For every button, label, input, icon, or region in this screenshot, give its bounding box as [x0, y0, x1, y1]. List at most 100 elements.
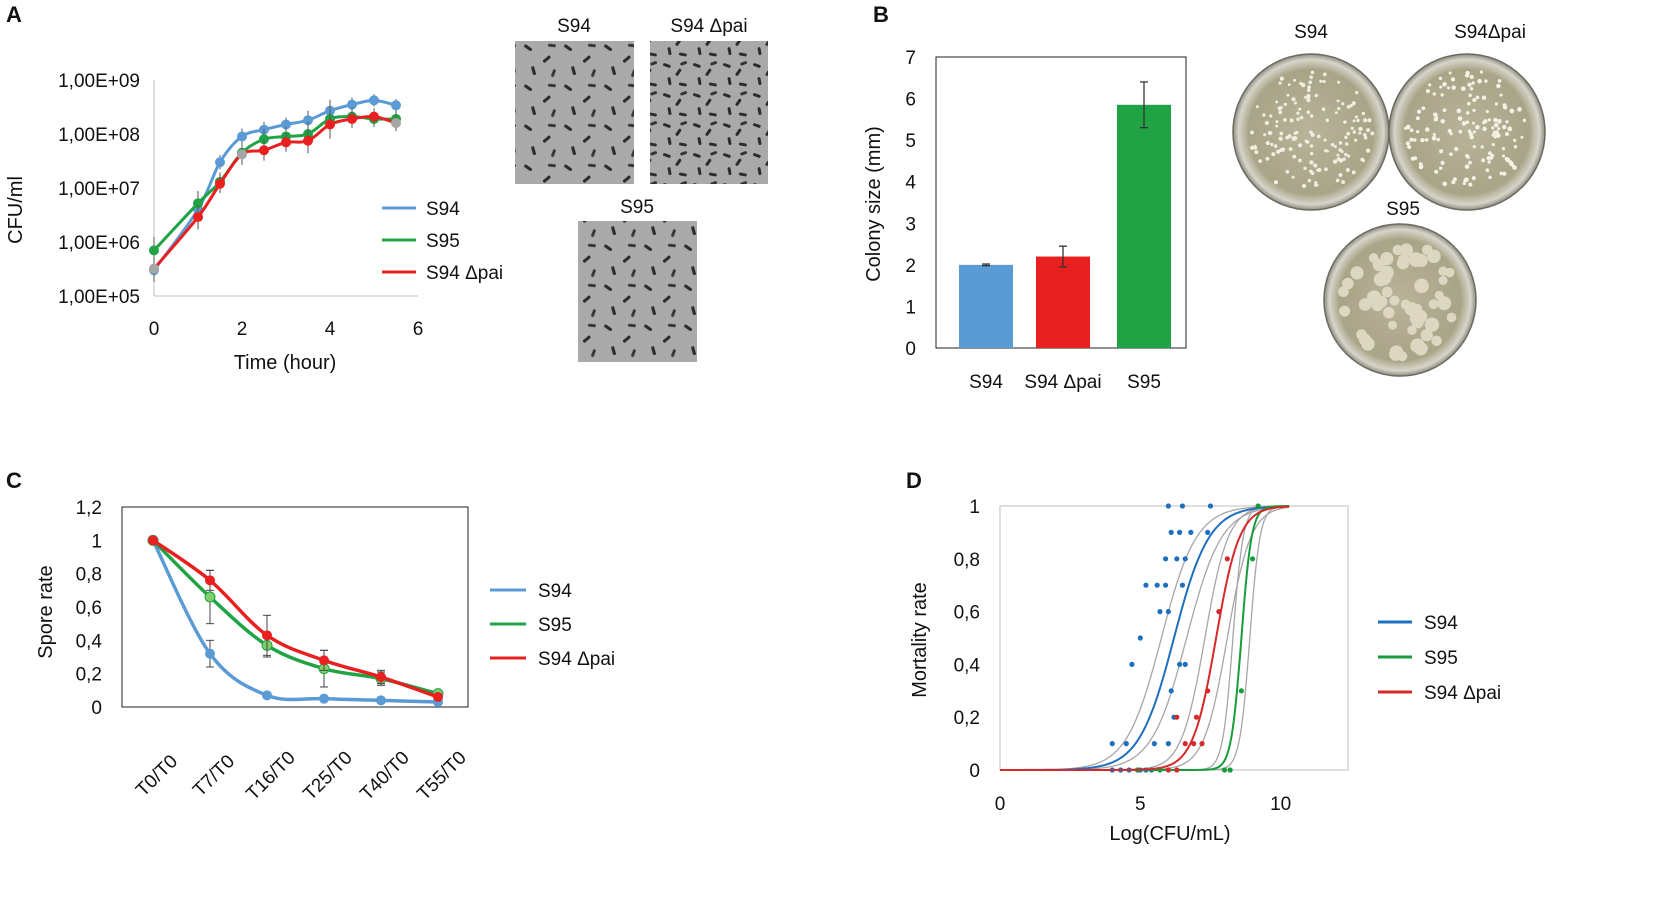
colony-dot — [1359, 127, 1363, 131]
colony-dot — [1454, 146, 1459, 152]
data-point-s94-dpai — [303, 135, 313, 146]
data-point-s94 — [1205, 529, 1211, 536]
colony-dot — [1335, 178, 1340, 183]
y-tick-label: 0,2 — [76, 665, 102, 686]
colony-dot — [1397, 254, 1410, 267]
data-point-s94-dpai — [391, 117, 401, 128]
series-line-s94-dpai — [152, 114, 397, 270]
y-tick-label: 0,8 — [954, 550, 980, 571]
colony-dot — [1491, 126, 1495, 130]
data-point-s94 — [369, 95, 379, 106]
data-point-s94-dpai — [1191, 741, 1197, 747]
colony-dot — [1306, 110, 1311, 115]
colony-dot — [1306, 97, 1311, 103]
colony-dot — [1293, 78, 1296, 82]
data-point-s94-dpai — [1224, 556, 1230, 562]
category-label: S94 Δpai — [1024, 372, 1101, 393]
data-point-s94 — [1162, 556, 1169, 562]
colony-dot — [1469, 74, 1474, 80]
y-tick-label: 0,2 — [954, 708, 980, 729]
colony-dot — [1279, 106, 1283, 109]
colony-dot — [1472, 108, 1476, 113]
colony-dot — [1502, 105, 1508, 110]
colony-dot — [1436, 137, 1440, 142]
colony-dot — [1273, 144, 1278, 148]
colony-dot — [1264, 120, 1270, 126]
y-tick-label: 0,6 — [954, 603, 980, 624]
data-point-s94-dpai — [1174, 767, 1180, 773]
data-point-s95 — [193, 198, 203, 209]
x-tick-label: T16/T0 — [242, 747, 299, 804]
panel-letter-d: D — [906, 468, 922, 493]
colony-dot — [1462, 181, 1466, 186]
data-point-s94-dpai — [205, 575, 215, 586]
colony-dot — [1487, 151, 1492, 156]
bar-s95 — [1117, 104, 1171, 348]
colony-dot — [1413, 138, 1417, 142]
x-tick-label: T0/T0 — [132, 751, 182, 801]
colony-dot — [1361, 111, 1366, 116]
colony-dot — [1472, 97, 1477, 103]
y-tick-label: 1,00E+06 — [58, 233, 140, 254]
confidence-band-s95 — [1070, 505, 1290, 771]
panel-letter-a: A — [6, 2, 22, 27]
y-tick-label: 1 — [91, 531, 102, 552]
colony-dot — [1367, 118, 1372, 123]
data-point-s94-dpai — [376, 672, 386, 682]
colony-dot — [1309, 114, 1314, 118]
colony-dot — [1487, 118, 1491, 122]
colony-dot — [1437, 296, 1452, 311]
colony-dot — [1418, 164, 1423, 170]
confidence-band-s94 — [1070, 506, 1290, 771]
colony-dot — [1322, 79, 1326, 84]
data-point-s94 — [1137, 635, 1143, 641]
colony-dot — [1475, 125, 1480, 130]
colony-dot — [1358, 131, 1362, 135]
colony-dot — [1425, 89, 1430, 94]
colony-dot — [1407, 325, 1417, 335]
colony-dot — [1283, 117, 1287, 122]
colony-dot — [1431, 135, 1437, 141]
colony-dot — [1315, 183, 1319, 187]
y-tick-label: 1,00E+09 — [58, 71, 140, 92]
colony-dot — [1291, 175, 1295, 179]
data-point-s94-dpai — [148, 535, 158, 546]
colony-dot — [1424, 317, 1440, 332]
colony-dot — [1255, 105, 1259, 109]
plate-label-s95: S95 — [1386, 199, 1420, 220]
colony-dot — [1442, 108, 1447, 113]
colony-dot — [1263, 133, 1267, 137]
colony-dot — [1338, 141, 1343, 145]
colony-dot — [1512, 165, 1517, 170]
colony-dot — [1283, 102, 1287, 107]
colony-dot — [1345, 167, 1350, 173]
colony-dot — [1291, 97, 1296, 102]
data-point-s94 — [391, 100, 401, 111]
colony-dot — [1496, 83, 1501, 89]
colony-dot — [1337, 80, 1341, 84]
colony-dot — [1275, 124, 1279, 128]
confidence-band-s95 — [1070, 505, 1290, 771]
spore-rate-chart: 00,20,40,60,811,2T0/T0 T7/T0 T16/T0 T25/T0 T… — [35, 498, 615, 805]
colony-dot — [1365, 148, 1371, 153]
plot-frame — [121, 506, 469, 708]
data-point-s94 — [1129, 661, 1135, 668]
y-tick-label: 5 — [905, 131, 916, 152]
colony-dot — [1484, 79, 1488, 83]
colony-dot — [1472, 130, 1476, 134]
colony-dot — [1471, 81, 1475, 85]
colony-dot — [1338, 173, 1343, 177]
data-point-s94 — [1179, 503, 1186, 509]
colony-dot — [1354, 138, 1358, 142]
x-axis-title: Time (hour) — [234, 352, 337, 374]
colony-dot — [1493, 134, 1497, 139]
series-line-s94 — [151, 539, 439, 704]
legend-label: S95 — [426, 231, 460, 252]
colony-dot — [1486, 155, 1491, 161]
colony-dot — [1341, 102, 1345, 106]
colony-dot — [1424, 138, 1429, 142]
colony-dot — [1299, 115, 1304, 120]
colony-dot — [1301, 82, 1306, 88]
colony-dot — [1468, 182, 1473, 187]
data-point-s94-dpai — [319, 655, 329, 666]
